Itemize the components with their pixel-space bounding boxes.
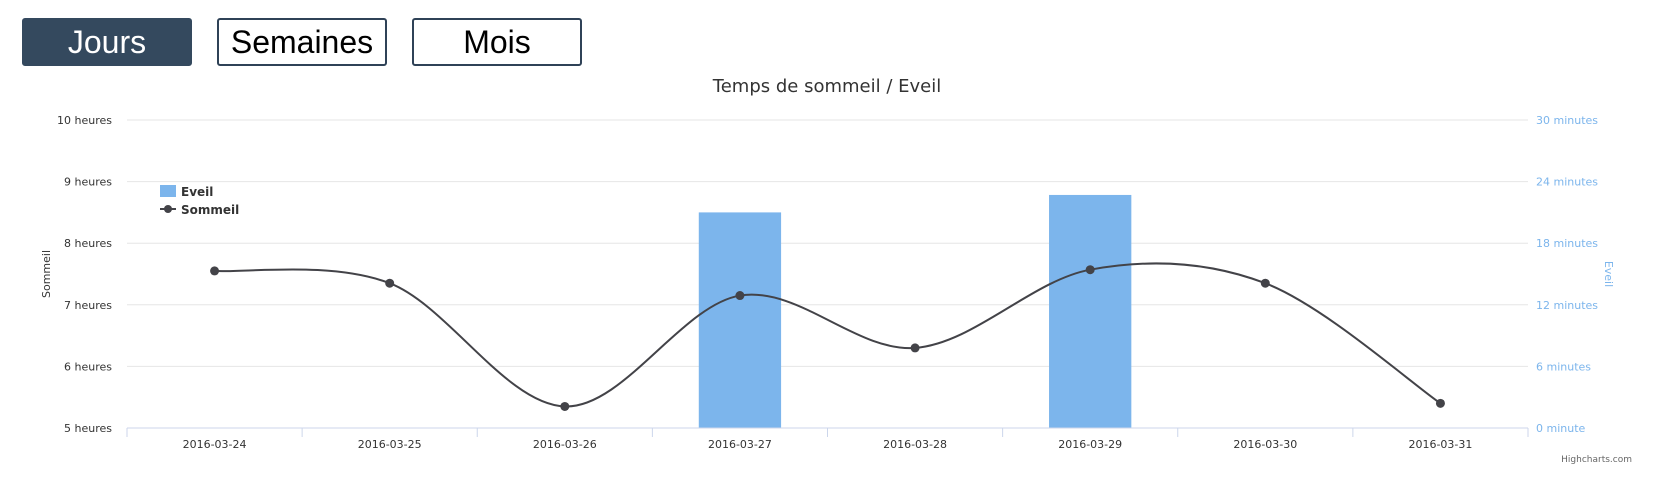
sommeil-point[interactable] bbox=[210, 266, 220, 276]
sommeil-point[interactable] bbox=[385, 278, 395, 288]
y-left-tick-label: 5 heures bbox=[64, 422, 112, 435]
legend[interactable]: Eveil Sommeil bbox=[160, 185, 239, 217]
y-right-tick-label: 12 minutes bbox=[1536, 299, 1598, 312]
sommeil-point[interactable] bbox=[735, 291, 745, 301]
sommeil-point[interactable] bbox=[1085, 265, 1095, 275]
legend-sommeil-marker bbox=[164, 205, 172, 213]
eveil-bars bbox=[698, 194, 1132, 428]
legend-sommeil-label: Sommeil bbox=[181, 203, 239, 217]
y-right-axis-title: Eveil bbox=[1602, 261, 1615, 287]
x-tick-label: 2016-03-27 bbox=[708, 438, 772, 451]
credits-link[interactable]: Highcharts.com bbox=[1561, 455, 1632, 465]
y-left-tick-label: 9 heures bbox=[64, 176, 112, 189]
sommeil-point[interactable] bbox=[1260, 278, 1270, 288]
months-button[interactable]: Mois bbox=[412, 18, 582, 66]
weeks-button[interactable]: Semaines bbox=[217, 18, 387, 66]
sommeil-point[interactable] bbox=[560, 401, 570, 411]
chart-title: Temps de sommeil / Eveil bbox=[712, 76, 941, 97]
y-right-tick-label: 18 minutes bbox=[1536, 237, 1598, 250]
x-tick-label: 2016-03-25 bbox=[358, 438, 422, 451]
y-left-axis-title: Sommeil bbox=[40, 250, 53, 298]
sommeil-point[interactable] bbox=[1435, 398, 1445, 408]
period-toolbar: Jours Semaines Mois bbox=[22, 18, 582, 66]
y-left-tick-label: 6 heures bbox=[64, 360, 112, 373]
sommeil-point[interactable] bbox=[910, 343, 920, 353]
grid-lines bbox=[127, 119, 1528, 367]
y-right-tick-label: 0 minute bbox=[1536, 422, 1586, 435]
x-tick-label: 2016-03-29 bbox=[1058, 438, 1122, 451]
eveil-bar[interactable] bbox=[1049, 194, 1132, 428]
x-tick-label: 2016-03-28 bbox=[883, 438, 947, 451]
y-right-tick-label: 30 minutes bbox=[1536, 114, 1598, 127]
y-right-tick-label: 24 minutes bbox=[1536, 176, 1598, 189]
axes: 5 heures 6 heures 7 heures 8 heures 9 heures… bbox=[40, 114, 1615, 451]
y-left-tick-label: 7 heures bbox=[64, 299, 112, 312]
x-tick-label: 2016-03-26 bbox=[533, 438, 597, 451]
sommeil-line bbox=[210, 262, 1445, 411]
y-left-tick-label: 8 heures bbox=[64, 237, 112, 250]
x-tick-label: 2016-03-24 bbox=[183, 438, 247, 451]
x-tick-label: 2016-03-31 bbox=[1408, 438, 1472, 451]
sommeil-spline bbox=[214, 262, 1442, 408]
days-button[interactable]: Jours bbox=[22, 18, 192, 66]
legend-eveil-swatch bbox=[160, 185, 176, 197]
y-right-tick-label: 6 minutes bbox=[1536, 360, 1591, 373]
legend-eveil-label: Eveil bbox=[181, 185, 213, 199]
eveil-bar[interactable] bbox=[698, 212, 782, 428]
x-tick-label: 2016-03-30 bbox=[1233, 438, 1297, 451]
y-left-tick-label: 10 heures bbox=[57, 114, 112, 127]
